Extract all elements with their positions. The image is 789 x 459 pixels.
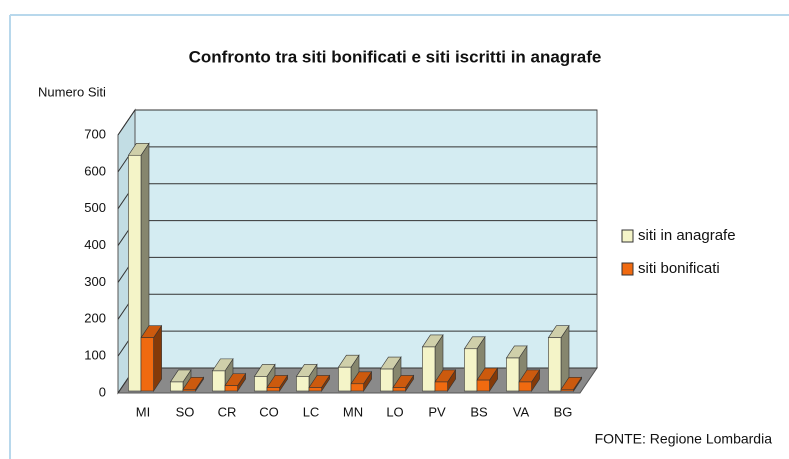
x-tick-label: LO bbox=[386, 404, 403, 419]
bar bbox=[464, 348, 478, 392]
x-tick-label: MN bbox=[343, 404, 363, 419]
x-tick-label: VA bbox=[513, 404, 530, 419]
source: FONTE: Regione Lombardia bbox=[595, 431, 773, 447]
back-wall bbox=[134, 109, 598, 369]
x-tick-label: LC bbox=[303, 404, 320, 419]
bar bbox=[266, 387, 280, 392]
y-tick-label: 200 bbox=[84, 311, 106, 326]
y-axis-label: Numero Siti bbox=[38, 84, 106, 99]
bar bbox=[350, 383, 364, 392]
chart-title: Confronto tra siti bonificati e siti isc… bbox=[189, 47, 602, 66]
legend-swatch bbox=[621, 262, 634, 276]
y-tick-label: 500 bbox=[84, 200, 106, 215]
bar bbox=[338, 366, 352, 392]
x-tick-label: SO bbox=[176, 404, 195, 419]
bar bbox=[140, 337, 154, 392]
bar bbox=[380, 368, 394, 392]
bar bbox=[254, 376, 268, 392]
x-tick-label: BG bbox=[554, 404, 573, 419]
bar bbox=[518, 381, 532, 392]
bar bbox=[224, 385, 238, 392]
bar bbox=[434, 381, 448, 392]
bar bbox=[128, 154, 142, 392]
legend-label: siti in anagrafe bbox=[638, 227, 736, 244]
x-tick-label: CR bbox=[218, 404, 237, 419]
y-tick-label: 700 bbox=[84, 126, 106, 141]
bar bbox=[560, 389, 574, 392]
x-tick-label: MI bbox=[136, 404, 150, 419]
x-tick-label: CO bbox=[259, 404, 279, 419]
grid-line-side bbox=[117, 109, 136, 136]
x-tick-label: BS bbox=[470, 404, 488, 419]
x-tick-label: PV bbox=[428, 404, 446, 419]
bar bbox=[476, 379, 490, 392]
bar bbox=[548, 337, 562, 392]
bar bbox=[212, 370, 226, 392]
y-tick-label: 400 bbox=[84, 237, 106, 252]
bar bbox=[506, 357, 520, 392]
y-tick-label: 600 bbox=[84, 163, 106, 178]
bar bbox=[296, 376, 310, 392]
y-tick-label: 100 bbox=[84, 348, 106, 363]
bar bbox=[392, 387, 406, 392]
y-tick-label: 0 bbox=[99, 384, 106, 399]
bar bbox=[170, 381, 184, 392]
legend-swatch bbox=[621, 229, 634, 243]
bar bbox=[422, 346, 436, 392]
bar bbox=[308, 387, 322, 392]
legend-label: siti bonificati bbox=[638, 260, 720, 277]
bar bbox=[182, 389, 196, 392]
y-tick-label: 300 bbox=[84, 274, 106, 289]
